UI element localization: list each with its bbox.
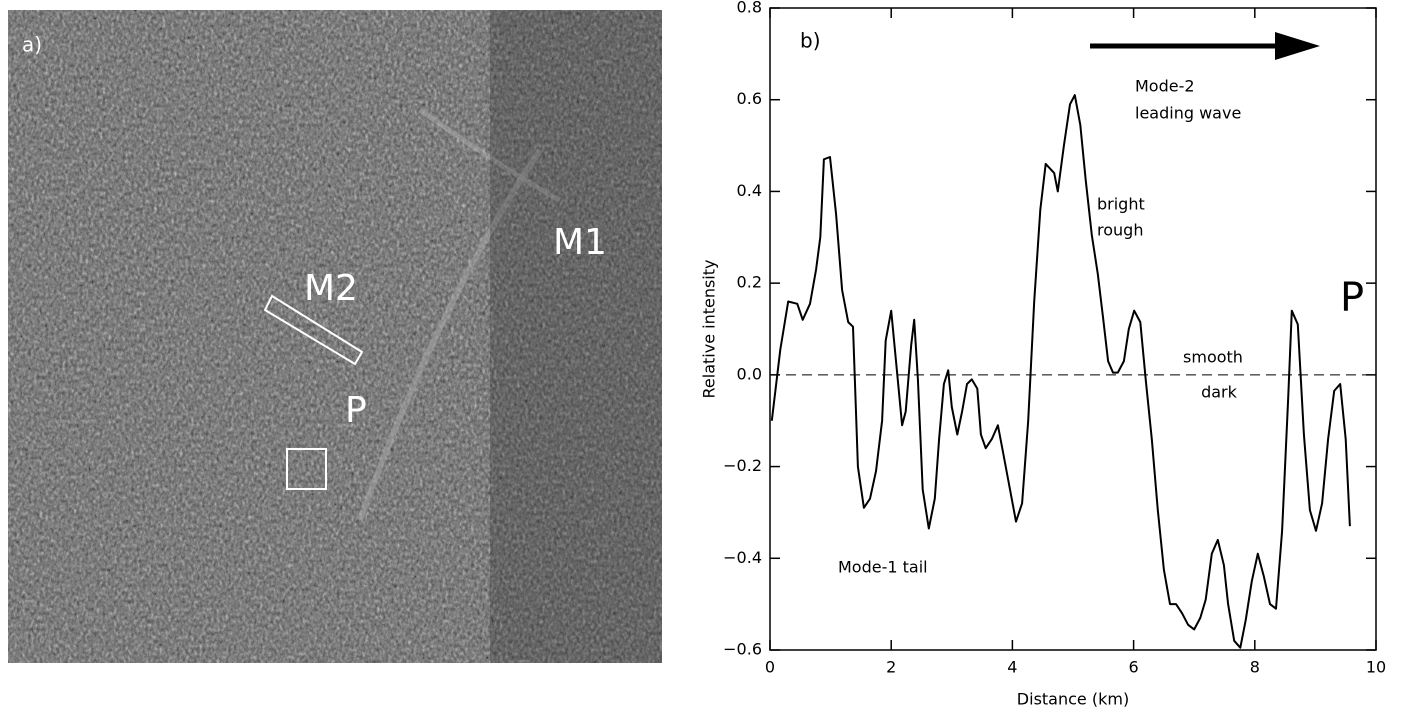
x-axis-label: Distance (km) (1017, 690, 1129, 709)
annotation: Mode-2 (1135, 77, 1195, 96)
x-tick-label: 10 (1366, 658, 1386, 677)
image-annotation: M1 (553, 222, 607, 263)
x-tick-label: 0 (765, 658, 775, 677)
annotation: smooth (1183, 348, 1243, 367)
sample-box (286, 448, 327, 490)
x-tick-label: 2 (886, 658, 896, 677)
plot-frame (769, 7, 1377, 651)
image-annotation: M2 (304, 268, 358, 309)
y-tick-label: 0.4 (737, 181, 762, 200)
panel-label: a) (22, 33, 42, 57)
y-tick-label: 0.6 (737, 89, 762, 108)
y-tick-label: −0.4 (723, 548, 762, 567)
y-tick-label: 0.0 (737, 364, 762, 383)
y-tick-label: −0.2 (723, 456, 762, 475)
annotation: bright (1097, 195, 1145, 214)
image-annotation: P (345, 390, 367, 431)
x-tick-label: 6 (1129, 658, 1139, 677)
sar-image: a) M1 M2 P (8, 10, 662, 663)
y-tick-label: −0.6 (723, 640, 762, 659)
y-tick-label: 0.2 (737, 273, 762, 292)
x-tick-label: 8 (1250, 658, 1260, 677)
annotation: b) (800, 29, 821, 53)
x-tick-label: 4 (1007, 658, 1017, 677)
data-line (770, 94, 1351, 649)
y-tick-label: 0.8 (737, 0, 762, 17)
annotation: leading wave (1135, 104, 1241, 123)
annotation: rough (1097, 221, 1143, 240)
annotation: Mode-1 tail (838, 558, 928, 577)
y-axis-label: Relative intensity (700, 260, 719, 399)
annotation: dark (1201, 383, 1238, 402)
annotation: P (1340, 275, 1364, 321)
direction-arrowhead (1275, 32, 1320, 60)
m2-box (263, 294, 364, 366)
